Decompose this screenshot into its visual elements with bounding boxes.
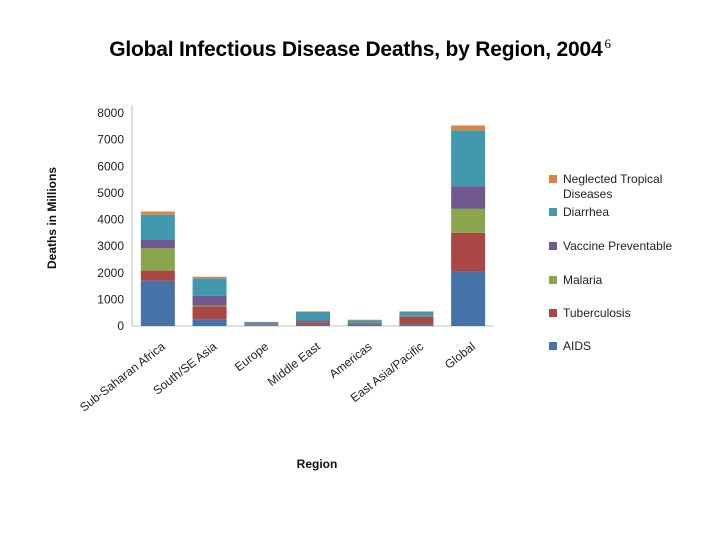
bar-segment [451,208,486,233]
bar-segment [140,211,175,215]
x-tick-label: Americas [327,339,375,381]
x-tick-label: Sub-Saharan Africa [77,339,168,414]
bar-segment [244,324,279,325]
bar-segment [399,315,434,317]
bar-segment [192,278,227,296]
bar-segment [140,214,175,241]
bar-segment [192,305,227,307]
bar-segment [451,271,486,326]
bar-segment [140,247,175,271]
bar-segment [244,322,279,325]
x-tick-label: Global [442,339,478,371]
bar-segment [399,311,434,316]
y-tick-label: 4000 [97,213,124,227]
bar-segment [347,323,382,324]
legend-swatch [549,242,557,250]
bar-segment [244,321,279,323]
legend-swatch [549,309,557,317]
legend-label: AIDS [563,339,591,353]
bar-segment [140,240,175,248]
y-tick-label: 5000 [97,186,124,200]
x-tick-label: Europe [232,339,271,374]
bar-segment [296,322,330,323]
legend-label: Tuberculosis [563,306,631,320]
legend-label: Malaria [563,273,603,287]
bar-segment [140,280,175,326]
bar-segment [296,311,330,312]
legend-label: Diarrhea [563,205,609,219]
y-tick-label: 2000 [97,266,124,280]
bar-segment [347,324,382,326]
bar-segment [451,130,486,187]
y-tick-label: 1000 [97,292,124,306]
legend-swatch [549,208,557,216]
bar-segment [296,324,330,326]
bar-segment [192,276,227,279]
legend-label: Vaccine Preventable [563,239,673,253]
bar-segment [192,306,227,320]
y-tick-label: 3000 [97,239,124,253]
bar-segment [244,324,279,326]
slide-title: Global Infectious Disease Deaths, by Reg… [0,36,720,62]
chart-title: Global Infectious Disease Deaths, by Reg… [109,38,603,61]
bar-segment [399,311,434,312]
x-tick-label: Middle East [265,339,324,389]
y-tick-label: 6000 [97,159,124,173]
y-tick-label: 7000 [97,133,124,147]
bar-segment [244,325,279,326]
bar-segment [347,322,382,324]
bar-segment [399,316,434,317]
footnote-marker: 6 [604,36,611,51]
bar-segment [347,323,382,325]
bar-segment [347,319,382,321]
bar-segment [347,320,382,323]
legend-label: Neglected Tropical Diseases [563,172,662,201]
bar-segment [140,270,175,281]
legend-swatch [549,175,557,183]
legend-swatch [549,342,557,350]
bar-segment [451,125,486,131]
y-tick-label: 8000 [97,106,124,120]
legend-swatch [549,276,557,284]
y-axis-title: Deaths in Millions [45,167,59,269]
bar-segment [451,186,486,209]
x-axis-title: Region [297,457,338,471]
y-tick-label: 0 [117,319,124,333]
bar-segment [296,311,330,321]
bar-segment [451,232,486,272]
bar-segment [399,316,434,325]
bar-segment [399,324,434,326]
bar-segment [192,295,227,306]
bar-segment [296,322,330,325]
bar-segment [192,319,227,326]
bar-segment [296,320,330,323]
